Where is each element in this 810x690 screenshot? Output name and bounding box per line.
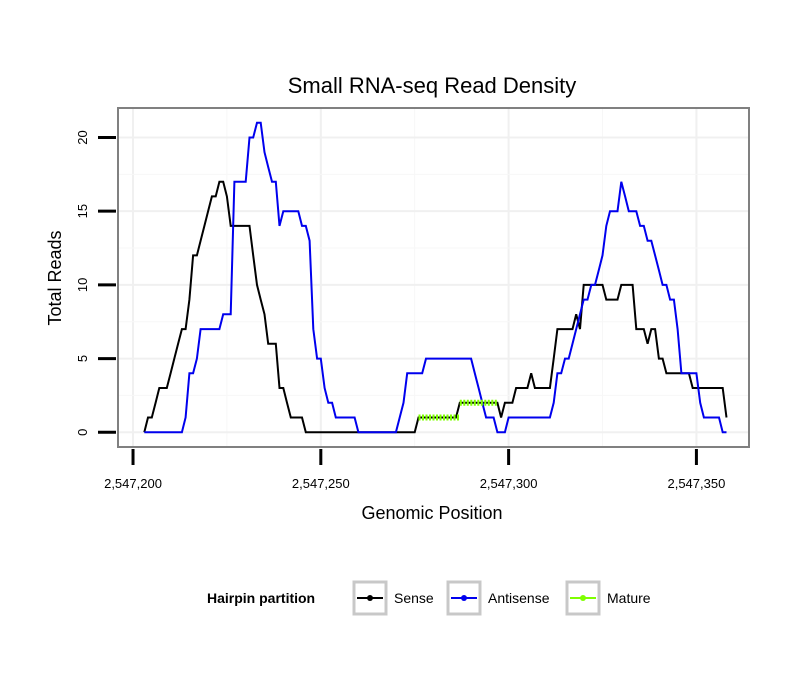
plot-border: [117, 107, 750, 448]
x-tick-label: 2,547,250: [292, 476, 350, 491]
legend-label: Sense: [394, 590, 434, 606]
plot-panel: [117, 107, 750, 448]
legend-key-point: [367, 595, 373, 601]
legend-item-mature: Mature: [565, 580, 651, 616]
chart-title: Small RNA-seq Read Density: [288, 73, 577, 98]
legend-key-point: [580, 595, 586, 601]
plot-background: [118, 108, 749, 447]
x-tick-label: 2,547,200: [104, 476, 162, 491]
y-axis-title: Total Reads: [45, 230, 65, 325]
legend-title: Hairpin partition: [207, 590, 315, 606]
y-tick-label: 0: [75, 429, 90, 436]
y-tick-label: 20: [75, 130, 90, 144]
legend: Hairpin partition Sense Antisense Mature: [207, 580, 651, 616]
legend-label: Mature: [607, 590, 651, 606]
y-tick-label: 10: [75, 278, 90, 292]
x-axis-title: Genomic Position: [361, 503, 502, 523]
gridlines: [118, 108, 749, 447]
series-layer: [143, 121, 728, 434]
y-axis: 0 5 10 15 20: [75, 130, 116, 436]
y-tick-label: 15: [75, 204, 90, 218]
legend-item-antisense: Antisense: [446, 580, 550, 616]
antisense-series-line: [144, 121, 727, 434]
x-tick-label: 2,547,350: [667, 476, 725, 491]
legend-entries: Sense Antisense Mature: [352, 580, 651, 616]
legend-key-point: [461, 595, 467, 601]
legend-item-sense: Sense: [352, 580, 434, 616]
x-tick-label: 2,547,300: [480, 476, 538, 491]
y-tick-label: 5: [75, 355, 90, 362]
legend-label: Antisense: [488, 590, 550, 606]
x-axis: 2,547,200 2,547,250 2,547,300 2,547,350: [104, 449, 725, 491]
